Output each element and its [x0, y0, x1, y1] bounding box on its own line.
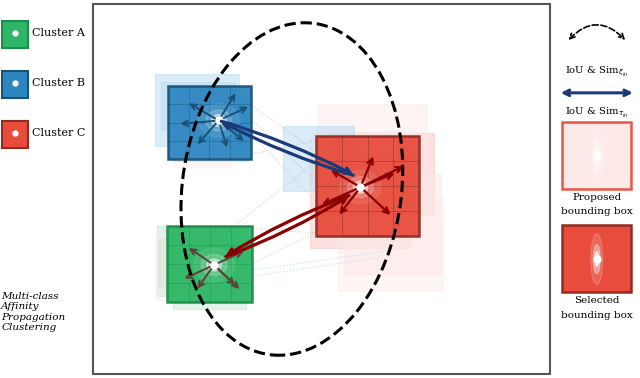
- Circle shape: [595, 147, 599, 165]
- Bar: [168, 87, 251, 159]
- Text: Cluster C: Cluster C: [33, 128, 86, 138]
- Circle shape: [340, 170, 381, 204]
- Text: bounding box: bounding box: [561, 207, 633, 216]
- Circle shape: [207, 259, 221, 271]
- Circle shape: [215, 118, 222, 124]
- Text: Multi-class
Affinity
Propagation
Clustering: Multi-class Affinity Propagation Cluster…: [1, 292, 65, 332]
- Bar: [344, 174, 440, 274]
- Circle shape: [590, 127, 604, 184]
- Circle shape: [201, 254, 227, 275]
- Circle shape: [348, 177, 373, 198]
- Bar: [157, 226, 244, 296]
- Circle shape: [353, 181, 368, 193]
- Bar: [317, 104, 427, 172]
- Text: Cluster B: Cluster B: [33, 78, 86, 88]
- Bar: [173, 91, 232, 167]
- Text: IoU & Sim$_{\xi_{in}}$: IoU & Sim$_{\xi_{in}}$: [565, 64, 628, 78]
- Bar: [310, 132, 399, 204]
- Bar: [2, 121, 28, 148]
- Bar: [563, 122, 631, 189]
- Bar: [283, 126, 354, 191]
- Bar: [155, 234, 214, 300]
- Circle shape: [357, 184, 364, 190]
- Circle shape: [591, 234, 603, 284]
- Text: Proposed: Proposed: [572, 193, 621, 201]
- FancyArrowPatch shape: [564, 90, 630, 96]
- Bar: [159, 239, 230, 287]
- Circle shape: [593, 245, 600, 274]
- Text: bounding box: bounding box: [561, 311, 633, 319]
- Circle shape: [198, 104, 239, 137]
- Bar: [2, 71, 28, 98]
- Circle shape: [211, 262, 218, 268]
- Bar: [168, 226, 252, 302]
- Circle shape: [193, 248, 235, 282]
- Bar: [155, 74, 239, 146]
- Circle shape: [206, 110, 232, 131]
- Bar: [2, 21, 28, 48]
- Bar: [173, 245, 246, 309]
- Bar: [161, 82, 235, 130]
- Bar: [563, 225, 631, 293]
- Bar: [338, 198, 443, 291]
- Text: IoU & Sim$_{\tau_{in}}$: IoU & Sim$_{\tau_{in}}$: [565, 105, 628, 119]
- Bar: [310, 154, 411, 248]
- Bar: [326, 133, 434, 215]
- Bar: [173, 96, 248, 161]
- Text: Cluster A: Cluster A: [33, 28, 85, 38]
- Circle shape: [595, 252, 598, 266]
- FancyArrowPatch shape: [570, 25, 624, 39]
- Circle shape: [593, 138, 601, 174]
- Text: Selected: Selected: [574, 296, 620, 305]
- Bar: [316, 136, 419, 236]
- Circle shape: [211, 115, 226, 126]
